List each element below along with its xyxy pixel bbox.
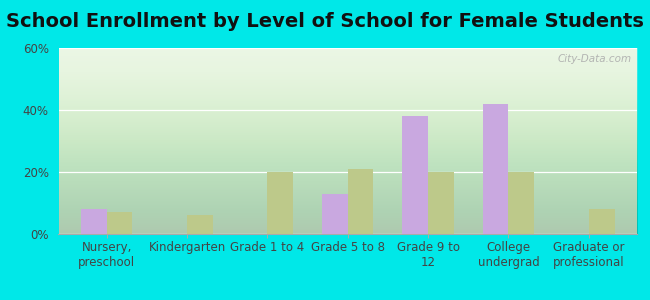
Bar (187, 215, 213, 234)
Bar (508, 172, 534, 234)
Bar (322, 194, 348, 234)
Bar (589, 209, 614, 234)
Bar (107, 212, 133, 234)
Bar (348, 169, 374, 234)
Bar (402, 116, 428, 234)
Bar (81, 209, 107, 234)
Bar (428, 172, 454, 234)
Bar (267, 172, 293, 234)
Text: City-Data.com: City-Data.com (557, 54, 631, 64)
Text: School Enrollment by Level of School for Female Students: School Enrollment by Level of School for… (6, 12, 644, 31)
Bar (483, 104, 508, 234)
